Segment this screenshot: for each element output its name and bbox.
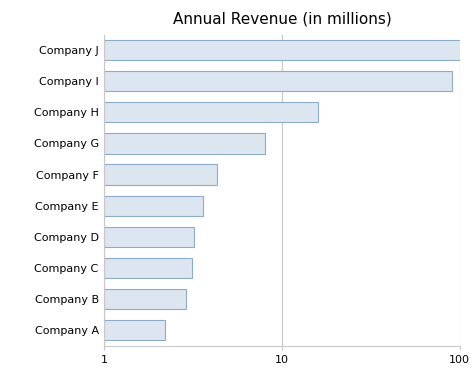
- Title: Annual Revenue (in millions): Annual Revenue (in millions): [173, 12, 392, 26]
- Bar: [104, 164, 217, 185]
- Bar: [104, 289, 186, 309]
- Bar: [104, 195, 203, 216]
- Bar: [104, 320, 165, 340]
- Bar: [104, 227, 194, 247]
- Bar: [104, 40, 461, 60]
- Bar: [104, 258, 191, 278]
- Bar: [104, 71, 453, 91]
- Bar: [104, 133, 265, 154]
- Bar: [104, 102, 319, 122]
